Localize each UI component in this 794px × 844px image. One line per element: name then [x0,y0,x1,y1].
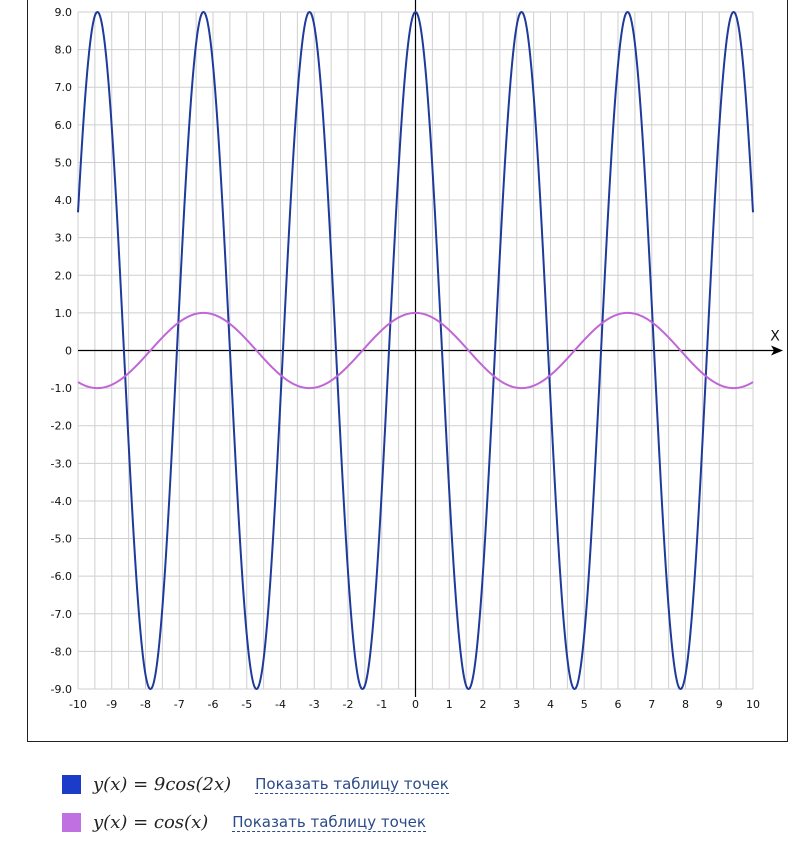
show-points-table-link-2[interactable]: Показать таблицу точек [232,812,426,832]
x-tick-label: 3 [513,698,520,711]
x-tick-label: -3 [309,698,320,711]
x-tick-label: -8 [140,698,151,711]
x-tick-label: 10 [746,698,760,711]
x-tick-label: 9 [716,698,723,711]
x-tick-label: -10 [69,698,87,711]
x-tick-label: 8 [682,698,689,711]
x-tick-label: 5 [581,698,588,711]
x-tick-label: -1 [376,698,387,711]
x-tick-label: 2 [480,698,487,711]
y-tick-label: 3.0 [55,232,73,245]
y-tick-label: 1.0 [55,307,73,320]
show-points-table-link-1[interactable]: Показать таблицу точек [255,774,449,794]
series-1-formula: y(x) = 9cos(2x) [93,773,232,795]
x-tick-label: 6 [615,698,622,711]
y-tick-label: -2.0 [51,420,72,433]
x-tick-label: 4 [547,698,554,711]
y-tick-label: 2.0 [55,269,73,282]
y-tick-label: -5.0 [51,533,72,546]
y-tick-label: -4.0 [51,495,72,508]
x-tick-label: -7 [174,698,185,711]
y-tick-label: 6.0 [55,119,73,132]
legend-item-1: y(x) = 9cos(2x) Показать таблицу точек [62,772,449,796]
y-tick-label: -9.0 [51,683,72,696]
function-plot: X-10 -9 -8 -7 -6 -5 -4 -3 -2 -1 0 1 2 3 4 5 6 7 8 9 109.08.0… [51,0,783,711]
x-tick-label: -4 [275,698,286,711]
y-tick-label: 0 [65,345,72,358]
y-tick-label: 8.0 [55,44,73,57]
x-tick-label: 7 [648,698,655,711]
x-tick-label: -2 [343,698,354,711]
y-tick-label: 4.0 [55,194,73,207]
series-line-2 [77,311,754,390]
y-tick-label: -3.0 [51,457,72,470]
series-2-formula: y(x) = cos(x) [93,811,209,833]
x-axis-arrow [771,345,783,356]
y-tick-label: -8.0 [51,645,72,658]
series-line-1 [77,10,754,691]
y-tick-label: 5.0 [55,156,73,169]
y-tick-label: -1.0 [51,382,72,395]
chart-frame: X -10 -9 -8 -7 -6 -5 -4 -3 -2 -1 0 1 2 3 4 5 6 7 8 9 10 9.0 8.0… [27,0,788,742]
x-tick-label: -5 [241,698,252,711]
legend-item-2: y(x) = cos(x) Показать таблицу точек [62,810,426,834]
series-2-color-swatch [62,812,81,832]
x-tick-label: -9 [106,698,117,711]
x-axis-label: X [770,329,780,345]
series-1-color-swatch [62,774,81,794]
x-tick-label: -6 [208,698,219,711]
y-tick-label: -7.0 [51,608,72,621]
y-tick-label: 7.0 [55,81,73,94]
x-tick-label: 1 [446,698,453,711]
y-tick-label: 9.0 [55,6,73,19]
x-tick-label: 0 [412,698,419,711]
y-tick-label: -6.0 [51,570,72,583]
